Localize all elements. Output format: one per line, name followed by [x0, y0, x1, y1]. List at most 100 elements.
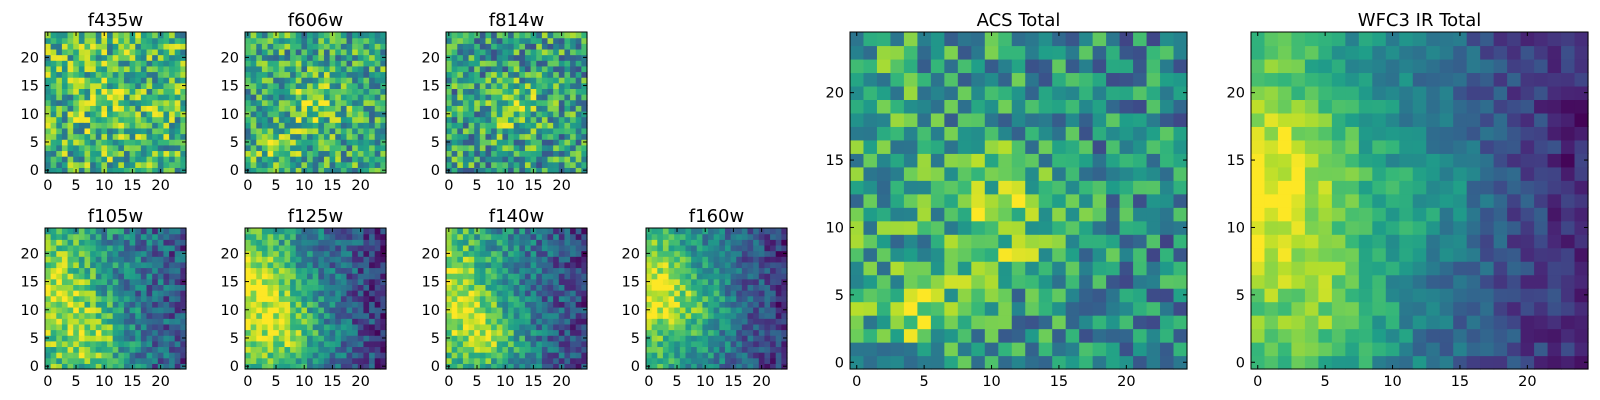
heatmap-cell — [323, 295, 331, 302]
heatmap-cell — [485, 233, 492, 240]
heatmap-cell — [250, 346, 257, 353]
heatmap-cell — [479, 335, 487, 342]
heatmap-cell — [323, 133, 331, 140]
heatmap-cell — [575, 110, 582, 118]
heatmap-cell — [84, 110, 91, 118]
heatmap-cell — [513, 267, 520, 274]
heatmap-cell — [547, 290, 554, 297]
heatmap-cell — [290, 250, 297, 257]
heatmap-cell — [713, 233, 720, 240]
heatmap-cell — [174, 228, 181, 235]
heatmap-cell — [374, 150, 381, 157]
heatmap-cell — [541, 116, 549, 123]
heatmap-cells — [45, 228, 187, 370]
heatmap-cell — [451, 150, 458, 157]
heatmap-cell — [363, 318, 370, 325]
heatmap-cell — [564, 363, 571, 370]
heatmap-cell — [290, 233, 297, 240]
heatmap-cell — [536, 290, 543, 297]
heatmap-cell — [45, 156, 52, 163]
heatmap-cell — [479, 323, 487, 331]
heatmap-cell — [662, 335, 670, 342]
heatmap-cell — [78, 306, 86, 314]
heatmap-cell — [323, 48, 331, 56]
heatmap-cell — [775, 301, 782, 308]
heatmap-cell — [169, 122, 176, 129]
heatmap-cell — [736, 363, 743, 370]
heatmap-cell — [346, 267, 353, 274]
heatmap-cell — [250, 94, 257, 101]
heatmap-cell — [50, 335, 57, 342]
heatmap-cell — [363, 122, 370, 129]
heatmap-cell — [930, 301, 945, 316]
heatmap-cell — [708, 301, 715, 308]
heatmap-cell — [340, 48, 348, 56]
heatmap-cell — [352, 116, 359, 123]
heatmap-cell — [256, 77, 263, 84]
heatmap-cell — [284, 167, 291, 174]
heatmap-cell — [45, 273, 52, 280]
heatmap-cell — [90, 233, 97, 240]
heatmap-cell — [163, 139, 170, 146]
heatmap-cell — [564, 48, 571, 56]
heatmap-cell — [781, 323, 788, 331]
heatmap-cell — [284, 48, 291, 56]
heatmap-cell — [570, 250, 577, 257]
heatmap-cell — [462, 54, 470, 61]
heatmap-cell — [668, 295, 675, 302]
heatmap-cell — [541, 233, 549, 240]
heatmap-cell — [73, 156, 80, 163]
heatmap-cell — [312, 340, 319, 348]
heatmap-cell — [278, 318, 286, 325]
heatmap-cell — [123, 312, 131, 319]
heatmap-cell — [702, 250, 709, 257]
heatmap-cell — [570, 127, 577, 135]
heatmap-cell — [451, 250, 458, 257]
heatmap-cell — [256, 290, 263, 297]
heatmap-cell — [702, 239, 709, 246]
x-tick-label: 10 — [95, 178, 113, 194]
heatmap-cell — [530, 122, 537, 129]
heatmap-cell — [474, 244, 481, 252]
heatmap-cell — [380, 60, 387, 67]
heatmap-cell — [1106, 234, 1121, 249]
heatmap-cell — [917, 315, 932, 330]
heatmap-cell — [575, 329, 582, 336]
heatmap-cell — [890, 288, 905, 303]
heatmap-cell — [261, 94, 269, 101]
heatmap-cell — [245, 273, 252, 280]
heatmap-cell — [446, 133, 453, 140]
heatmap-cell — [323, 105, 331, 112]
heatmap-cell — [369, 312, 376, 319]
heatmap-cell — [90, 37, 97, 44]
heatmap-cell — [1160, 234, 1175, 249]
heatmap-cell — [696, 290, 703, 297]
heatmap-cell — [301, 37, 308, 44]
heatmap-cell — [446, 116, 453, 123]
heatmap-cell — [541, 105, 549, 112]
heatmap-cell — [107, 77, 114, 84]
heatmap-cell — [457, 256, 464, 263]
heatmap-cell — [724, 352, 732, 359]
heatmap-cell — [45, 346, 52, 353]
heatmap-cell — [575, 156, 582, 163]
heatmap-cell — [174, 122, 181, 129]
heatmap-cell — [736, 239, 743, 246]
heatmap-cell — [1092, 288, 1107, 303]
heatmap-cell — [691, 357, 698, 364]
heatmap-cell — [84, 318, 91, 325]
heatmap-cell — [719, 278, 726, 285]
heatmap-cell — [135, 301, 142, 308]
heatmap-cell — [295, 306, 302, 314]
heatmap-cell — [496, 239, 503, 246]
heatmap-cell — [256, 161, 263, 168]
heatmap-cell — [369, 363, 376, 370]
heatmap-cell — [719, 284, 726, 291]
heatmap-cell — [451, 278, 458, 285]
heatmap-cell — [346, 77, 353, 84]
heatmap-cell — [90, 88, 97, 95]
heatmap-cell — [758, 273, 766, 280]
heatmap-cell — [312, 139, 319, 146]
heatmap-cell — [646, 256, 653, 263]
heatmap-cell — [363, 290, 370, 297]
